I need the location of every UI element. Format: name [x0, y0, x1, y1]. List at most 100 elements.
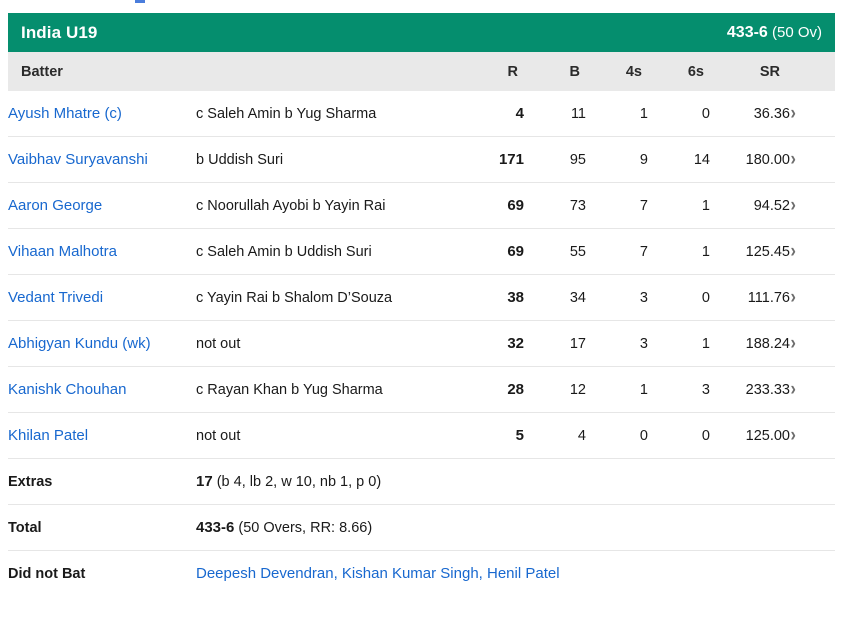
table-row[interactable]: Vihaan Malhotra c Saleh Amin b Uddish Sur… — [8, 229, 835, 275]
batting-table-header: Batter R B 4s 6s SR — [8, 52, 835, 91]
balls-value: 55 — [569, 243, 586, 260]
chevron-right-icon[interactable]: › — [790, 241, 796, 262]
expand-cell[interactable]: › — [790, 91, 835, 137]
chevron-right-icon[interactable]: › — [790, 379, 796, 400]
extras-breakdown: (b 4, lb 2, w 10, nb 1, p 0) — [212, 474, 382, 490]
sixes-value: 1 — [701, 243, 710, 260]
sixes-value: 3 — [701, 381, 710, 398]
extras-row: Extras 17 (b 4, lb 2, w 10, nb 1, p 0) — [8, 459, 835, 505]
innings-summary: Extras 17 (b 4, lb 2, w 10, nb 1, p 0) T… — [8, 459, 835, 597]
table-row[interactable]: Vedant Trivedi c Yayin Rai b Shalom D’Sou… — [8, 275, 835, 321]
batter-name-link[interactable]: Khilan Patel — [8, 427, 89, 444]
batter-name-cell: Vedant Trivedi — [8, 275, 196, 321]
fours-value: 1 — [639, 105, 648, 122]
balls-value: 12 — [569, 381, 586, 398]
dismissal-text: c Saleh Amin b Yug Sharma — [196, 105, 377, 122]
runs-value: 38 — [507, 289, 524, 306]
innings-overs: (50 Ov) — [771, 23, 822, 41]
batter-name-cell: Kanishk Chouhan — [8, 367, 196, 413]
column-header-runs: R — [468, 52, 524, 91]
batting-scorecard: India U19 433-6 (50 Ov) Batter R B 4s 6s… — [8, 13, 835, 596]
strike-rate-value: 94.52 — [753, 197, 790, 214]
chevron-right-icon[interactable]: › — [790, 287, 796, 308]
expand-cell[interactable]: › — [790, 321, 835, 367]
innings-score-value: 433-6 — [726, 23, 768, 41]
table-row[interactable]: Kanishk Chouhan c Rayan Khan b Yug Sharma… — [8, 367, 835, 413]
dismissal-text: not out — [196, 335, 241, 352]
extras-total: 17 — [196, 473, 213, 490]
sixes-value: 0 — [701, 427, 710, 444]
innings-score: 433-6 (50 Ov) — [727, 24, 822, 42]
chevron-right-icon[interactable]: › — [790, 333, 796, 354]
table-row[interactable]: Khilan Patel not out 5 4 0 0 125.00 › — [8, 413, 835, 459]
chevron-right-icon[interactable]: › — [790, 103, 796, 124]
column-header-sixes: 6s — [648, 52, 710, 91]
batter-name-cell: Aaron George — [8, 183, 196, 229]
table-header-row: Batter R B 4s 6s SR — [8, 52, 835, 91]
balls-value: 4 — [577, 427, 586, 444]
sixes-value: 1 — [701, 335, 710, 352]
column-header-fours: 4s — [586, 52, 648, 91]
fours-value: 3 — [639, 289, 648, 306]
balls-value: 34 — [569, 289, 586, 306]
chevron-right-icon[interactable]: › — [790, 425, 796, 446]
batter-name-link[interactable]: Ayush Mhatre (c) — [8, 105, 122, 122]
batter-name-link[interactable]: Vaibhav Suryavanshi — [8, 151, 148, 168]
expand-cell[interactable]: › — [790, 137, 835, 183]
did-not-bat-players-link[interactable]: Deepesh Devendran, Kishan Kumar Singh, H… — [196, 565, 560, 582]
clipped-content-fragment — [135, 0, 145, 3]
chevron-right-icon[interactable]: › — [790, 195, 796, 216]
total-label: Total — [8, 519, 42, 536]
expand-cell[interactable]: › — [790, 275, 835, 321]
total-value: 433-6 (50 Overs, RR: 8.66) — [196, 505, 790, 551]
did-not-bat-label: Did not Bat — [8, 565, 86, 582]
batter-name-link[interactable]: Abhigyan Kundu (wk) — [8, 335, 151, 352]
fours-value: 3 — [639, 335, 648, 352]
total-spacer — [790, 505, 835, 551]
dismissal-text: c Noorullah Ayobi b Yayin Rai — [196, 197, 386, 214]
batting-table: Batter R B 4s 6s SR Ayush Mhatre (c) c Sa… — [8, 52, 835, 596]
fours-value: 9 — [639, 151, 648, 168]
fours-value: 7 — [639, 197, 648, 214]
strike-rate-value: 188.24 — [745, 335, 790, 352]
fours-value: 7 — [639, 243, 648, 260]
did-not-bat-spacer — [790, 551, 835, 597]
column-header-expand — [790, 52, 835, 91]
table-row[interactable]: Abhigyan Kundu (wk) not out 32 17 3 1 188.24 › — [8, 321, 835, 367]
strike-rate-value: 180.00 — [745, 151, 790, 168]
batter-name-cell: Abhigyan Kundu (wk) — [8, 321, 196, 367]
expand-cell[interactable]: › — [790, 413, 835, 459]
runs-value: 28 — [507, 381, 524, 398]
strike-rate-value: 36.36 — [753, 105, 790, 122]
total-detail: (50 Overs, RR: 8.66) — [234, 520, 373, 536]
strike-rate-value: 125.00 — [745, 427, 790, 444]
column-header-strike-rate: SR — [710, 52, 790, 91]
balls-value: 73 — [569, 197, 586, 214]
total-row: Total 433-6 (50 Overs, RR: 8.66) — [8, 505, 835, 551]
dismissal-text: c Saleh Amin b Uddish Suri — [196, 243, 372, 260]
batter-name-link[interactable]: Aaron George — [8, 197, 103, 214]
innings-team-name: India U19 — [21, 22, 98, 42]
table-row[interactable]: Aaron George c Noorullah Ayobi b Yayin Ra… — [8, 183, 835, 229]
sixes-value: 0 — [701, 289, 710, 306]
batter-name-link[interactable]: Vihaan Malhotra — [8, 243, 117, 260]
runs-value: 69 — [507, 197, 524, 214]
table-row[interactable]: Vaibhav Suryavanshi b Uddish Suri 171 95 9 14… — [8, 137, 835, 183]
chevron-right-icon[interactable]: › — [790, 149, 796, 170]
runs-value: 4 — [515, 105, 524, 122]
dismissal-text: c Yayin Rai b Shalom D’Souza — [196, 289, 393, 306]
strike-rate-value: 125.45 — [745, 243, 790, 260]
expand-cell[interactable]: › — [790, 367, 835, 413]
dismissal-text: b Uddish Suri — [196, 151, 284, 168]
runs-value: 69 — [507, 243, 524, 260]
extras-label: Extras — [8, 473, 53, 490]
batter-name-link[interactable]: Vedant Trivedi — [8, 289, 104, 306]
did-not-bat-row: Did not Bat Deepesh Devendran, Kishan Ku… — [8, 551, 835, 597]
expand-cell[interactable]: › — [790, 183, 835, 229]
expand-cell[interactable]: › — [790, 229, 835, 275]
batter-name-cell: Khilan Patel — [8, 413, 196, 459]
batter-name-cell: Vaibhav Suryavanshi — [8, 137, 196, 183]
table-row[interactable]: Ayush Mhatre (c) c Saleh Amin b Yug Sharm… — [8, 91, 835, 137]
batter-name-link[interactable]: Kanishk Chouhan — [8, 381, 127, 398]
balls-value: 17 — [569, 335, 586, 352]
